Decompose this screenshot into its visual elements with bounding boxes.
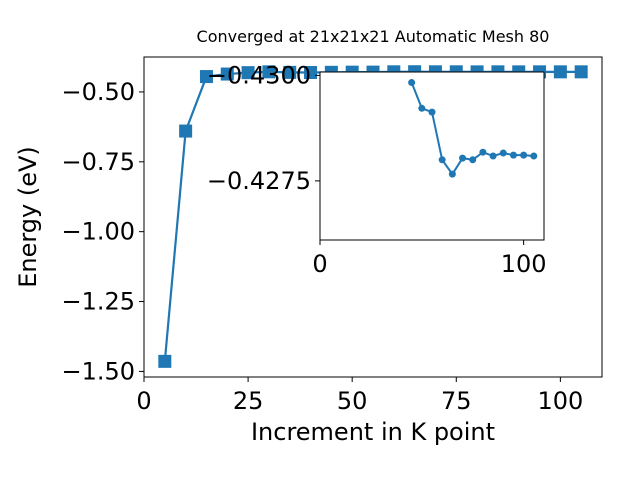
marker xyxy=(283,65,297,79)
x-tick-label: 0 xyxy=(136,387,151,415)
y-tick-label: −0.50 xyxy=(61,78,135,106)
marker xyxy=(158,354,172,368)
marker xyxy=(179,124,193,138)
marker xyxy=(199,70,213,84)
y-tick-label: −1.00 xyxy=(61,218,135,246)
y-tick-label: −1.25 xyxy=(61,288,135,316)
marker xyxy=(469,156,477,164)
marker xyxy=(241,66,255,80)
y-axis-label: Energy (eV) xyxy=(14,146,42,288)
y-tick-label: −0.75 xyxy=(61,148,135,176)
marker xyxy=(553,65,567,79)
y-tick-label: −0.4275 xyxy=(207,167,311,195)
marker xyxy=(479,148,487,156)
marker xyxy=(530,152,538,160)
x-tick-label: 0 xyxy=(312,250,327,278)
x-tick-label: 50 xyxy=(337,387,368,415)
marker xyxy=(520,151,528,159)
marker xyxy=(262,65,276,79)
marker xyxy=(438,156,446,164)
x-tick-label: 75 xyxy=(441,387,472,415)
y-tick-label: −0.4300 xyxy=(207,61,311,89)
axes-frame xyxy=(143,56,603,378)
marker xyxy=(574,65,588,79)
chart-title: Converged at 21x21x21 Automatic Mesh 80 xyxy=(197,27,550,46)
marker xyxy=(499,149,507,157)
y-tick-label: −1.50 xyxy=(61,357,135,385)
marker xyxy=(489,152,497,160)
marker xyxy=(459,154,467,162)
marker xyxy=(220,67,234,81)
marker xyxy=(408,79,416,87)
x-tick-label: 100 xyxy=(501,250,547,278)
plot-area xyxy=(320,72,544,240)
marker xyxy=(304,66,318,80)
x-tick-label: 100 xyxy=(537,387,583,415)
x-axis-label: Increment in K point xyxy=(251,418,495,446)
marker xyxy=(418,104,426,112)
marker xyxy=(509,151,517,159)
marker xyxy=(448,170,456,178)
axes-frame xyxy=(319,71,545,241)
marker xyxy=(428,108,436,116)
x-tick-label: 25 xyxy=(233,387,264,415)
